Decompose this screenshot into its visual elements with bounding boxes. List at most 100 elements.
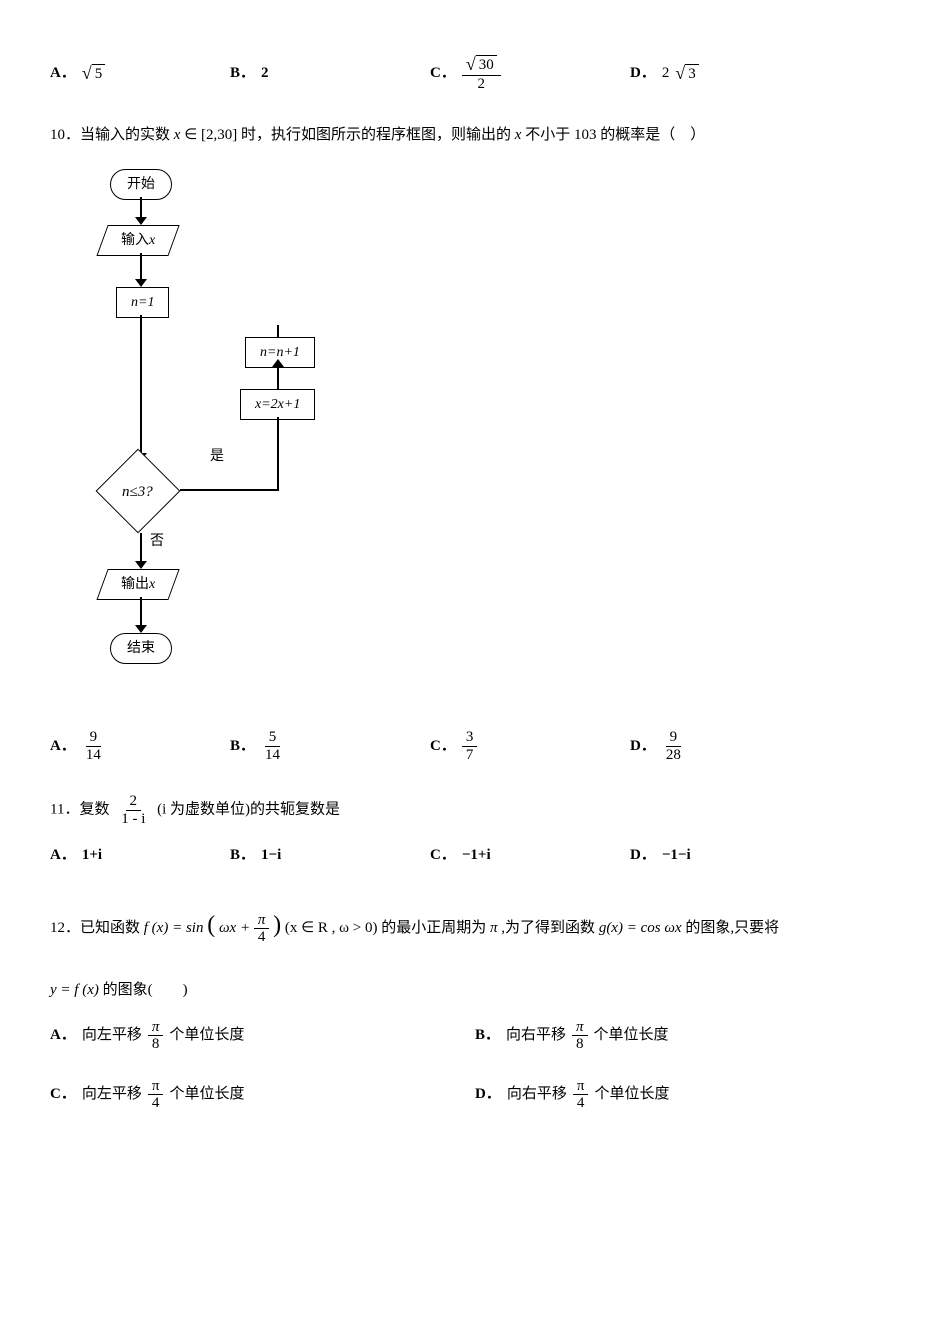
fraction: π 8 — [572, 1019, 588, 1053]
opt-text2: 个单位长度 — [594, 1081, 669, 1108]
variable-x2: x — [515, 127, 522, 143]
sqrt-body: 30 — [476, 55, 497, 74]
arrow-head — [135, 279, 147, 287]
flowchart: 开始 输入x n=1 n=n+1 x=2x+1 n≤3? 是 否 输出x — [80, 169, 430, 709]
paren-right: ) — [273, 912, 281, 938]
output-label: 输出x — [121, 572, 155, 597]
x-update-label: x=2x+1 — [255, 397, 300, 412]
fraction-num: 2 — [126, 793, 142, 811]
q11-text: 11．复数 2 1 - i (i 为虚数单位)的共轭复数是 — [50, 793, 900, 827]
end-label: 结束 — [127, 641, 155, 656]
q12-prefix: 12．已知函数 — [50, 920, 140, 936]
option-value: 1+i — [82, 842, 102, 869]
fraction: π 4 — [254, 912, 270, 946]
flowchart-n-init: n=1 — [116, 287, 169, 318]
fraction-num: π — [572, 1019, 588, 1037]
option-a: A． 1+i — [50, 842, 230, 869]
option-b: B． 1−i — [230, 842, 430, 869]
sqrt-sign: √ — [82, 64, 92, 82]
arrow — [140, 315, 142, 455]
fraction-num: 9 — [86, 729, 102, 747]
option-c: C． 3 7 — [430, 729, 630, 763]
option-b: B． 向右平移 π 8 个单位长度 — [475, 1019, 900, 1053]
coefficient: 2 — [662, 60, 670, 87]
sqrt-expression: √ 5 — [82, 64, 105, 83]
fraction-num: π — [148, 1019, 164, 1037]
q12-suffix: 的图象,只要将 — [685, 920, 779, 936]
option-label: C． — [430, 60, 456, 87]
opt-text2: 个单位长度 — [169, 1022, 244, 1049]
fraction: π 4 — [148, 1078, 164, 1112]
fraction-num: π — [573, 1078, 589, 1096]
q12-text: 12．已知函数 f (x) = sin ( ωx + π 4 ) (x ∈ R … — [50, 899, 900, 952]
paren-left: ( — [207, 912, 215, 938]
sqrt-body: 3 — [685, 64, 699, 83]
diamond-condition: n≤3? — [122, 479, 153, 506]
sqrt-body: 5 — [92, 64, 106, 83]
opt-text2: 个单位长度 — [169, 1081, 244, 1108]
flowchart-start: 开始 — [110, 169, 172, 200]
domain: (x ∈ R , ω > 0) — [285, 920, 378, 936]
n-init-label: n=1 — [131, 295, 154, 310]
arrow — [277, 325, 279, 337]
fraction-num: √ 30 — [462, 55, 501, 76]
option-d: D． −1−i — [630, 842, 810, 869]
flowchart-input: 输入x — [96, 225, 180, 256]
q11-options: A． 1+i B． 1−i C． −1+i D． −1−i — [50, 842, 900, 869]
option-label: D． — [475, 1081, 501, 1108]
fraction: 5 14 — [261, 729, 284, 763]
option-label: B． — [230, 60, 255, 87]
variable-x: x — [174, 127, 181, 143]
sqrt-expression: √ 3 — [675, 64, 698, 83]
option-label: A． — [50, 733, 76, 760]
fraction: √ 30 2 — [462, 55, 501, 92]
option-a: A． 9 14 — [50, 729, 230, 763]
fraction-den: 14 — [261, 747, 284, 764]
q10-mid: 时，执行如图所示的程序框图，则输出的 — [241, 127, 511, 143]
fraction: 2 1 - i — [117, 793, 149, 827]
option-a: A． √ 5 — [50, 60, 230, 87]
option-d: D． 9 28 — [630, 729, 810, 763]
fraction: π 8 — [148, 1019, 164, 1053]
arrow — [277, 365, 279, 389]
option-label: C． — [430, 842, 456, 869]
arrow-head — [135, 625, 147, 633]
arrow — [277, 417, 279, 491]
omega-x: ωx + — [219, 920, 250, 936]
flowchart-end: 结束 — [110, 633, 172, 664]
fraction-den: 4 — [148, 1095, 164, 1112]
fraction-den: 1 - i — [117, 811, 149, 828]
interval: [2,30] — [201, 127, 237, 143]
option-value: −1−i — [662, 842, 691, 869]
opt-text1: 向右平移 — [507, 1081, 567, 1108]
q10-suffix: 不小于 103 的概率是（ ） — [525, 127, 705, 143]
q10-text: 10．当输入的实数 x ∈ [2,30] 时，执行如图所示的程序框图，则输出的 … — [50, 122, 900, 149]
arrow-head — [135, 217, 147, 225]
q12-line2: y = f (x) 的图象( ) — [50, 977, 900, 1004]
arrow — [140, 533, 142, 563]
option-label: B． — [475, 1022, 500, 1049]
option-label: D． — [630, 60, 656, 87]
fraction-den: 4 — [573, 1095, 589, 1112]
option-b: B． 2 — [230, 60, 430, 87]
option-label: A． — [50, 842, 76, 869]
no-label: 否 — [150, 529, 164, 554]
option-c: C． √ 30 2 — [430, 55, 630, 92]
fraction-num: 3 — [462, 729, 478, 747]
start-label: 开始 — [127, 177, 155, 192]
arrow — [140, 197, 142, 219]
fraction-num: 9 — [666, 729, 682, 747]
in-symbol: ∈ — [184, 127, 197, 143]
opt-text1: 向右平移 — [506, 1022, 566, 1049]
q11-suffix: (i 为虚数单位)的共轭复数是 — [157, 801, 340, 817]
sqrt-sign: √ — [466, 55, 476, 73]
gx: g(x) = cos ωx — [599, 920, 682, 936]
flowchart-output: 输出x — [96, 569, 180, 600]
option-b: B． 5 14 — [230, 729, 430, 763]
option-c: C． −1+i — [430, 842, 630, 869]
option-label: C． — [430, 733, 456, 760]
option-c: C． 向左平移 π 4 个单位长度 — [50, 1078, 475, 1112]
fraction-den: 7 — [462, 747, 478, 764]
option-label: D． — [630, 733, 656, 760]
fraction-den: 4 — [254, 929, 270, 946]
